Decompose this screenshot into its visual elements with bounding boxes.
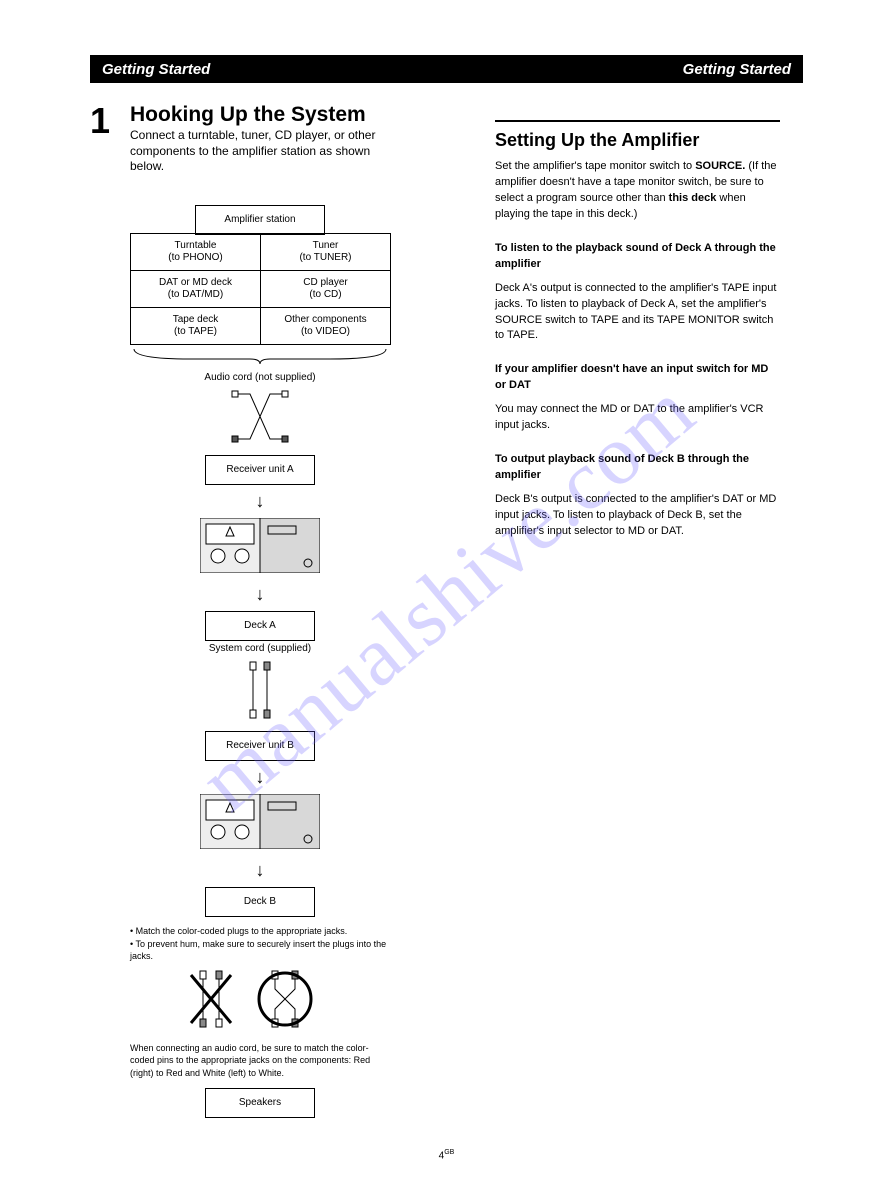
sec4-title: To output playback sound of Deck B throu… [495,452,780,484]
component-box: Turntable (to PHONO) [130,233,261,271]
wrong-right-icon [130,969,390,1034]
header-left: Getting Started [102,61,210,78]
arrow-down-icon: ↓ [130,767,390,788]
note-text: • Match the color-coded plugs to the app… [130,925,390,963]
footer: 4GB [0,1149,893,1161]
receiver-b-box: Receiver unit B [205,731,315,761]
deck-b-box: Deck B [205,887,315,917]
component-box: Tuner (to TUNER) [260,233,391,271]
brace-icon [130,347,390,370]
sec2-body: Deck A's output is connected to the ampl… [495,281,780,345]
connection-diagram: Amplifier station Turntable (to PHONO) T… [130,205,390,1118]
sec2-title: To listen to the playback sound of Deck … [495,241,780,273]
deck-b-icon [130,794,390,854]
system-cord-label: System cord (supplied) [130,643,390,654]
audio-cord-label: Audio cord (not supplied) [130,372,390,383]
component-box: DAT or MD deck (to DAT/MD) [130,270,261,308]
header-right: Getting Started [683,61,791,78]
note-text: When connecting an audio cord, be sure t… [130,1042,390,1080]
sec3-body: You may connect the MD or DAT to the amp… [495,402,780,434]
right-title: Setting Up the Amplifier [495,130,780,151]
arrow-down-icon: ↓ [130,860,390,881]
speakers-box: Speakers [205,1088,315,1118]
right-intro: Set the amplifier's tape monitor switch … [495,159,780,223]
arrow-down-icon: ↓ [130,584,390,605]
amp-box: Amplifier station [195,205,325,235]
arrow-down-icon: ↓ [130,491,390,512]
component-box: Other components (to VIDEO) [260,307,391,345]
receiver-a-box: Receiver unit A [205,455,315,485]
section-number: 1 [90,100,110,142]
header-bar: Getting Started Getting Started [90,55,803,83]
component-grid: Turntable (to PHONO) Tuner (to TUNER) DA… [130,234,390,345]
subtitle: Connect a turntable, tuner, CD player, o… [130,128,375,175]
deck-a-box: Deck A [205,611,315,641]
deck-a-icon [130,518,390,578]
sec4-body: Deck B's output is connected to the ampl… [495,492,780,540]
rca-cable-icon [130,389,390,449]
component-box: Tape deck (to TAPE) [130,307,261,345]
right-column: Setting Up the Amplifier Set the amplifi… [495,120,780,540]
sec3-title: If your amplifier doesn't have an input … [495,362,780,394]
component-box: CD player (to CD) [260,270,391,308]
main-title: Hooking Up the System [130,103,366,127]
system-cord-icon [130,660,390,725]
